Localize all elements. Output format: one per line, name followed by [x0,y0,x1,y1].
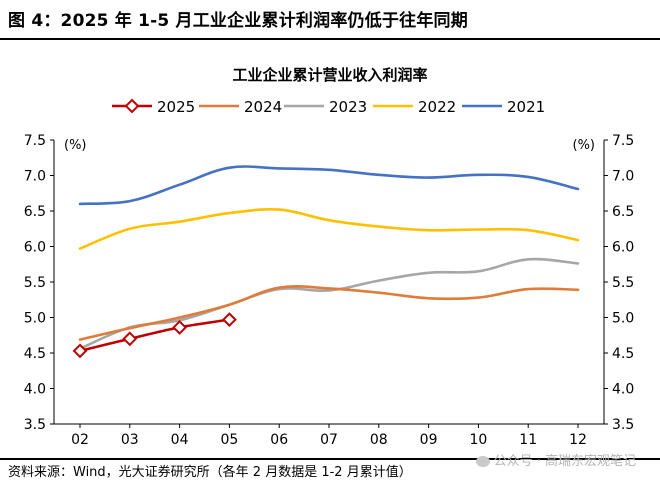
watermark-text: 公众号 · 高瑞东宏观笔记 [493,454,636,469]
figure-title: 图 4：2025 年 1-5 月工业企业累计利润率仍低于往年同期 [8,11,468,31]
x-tick-label: 06 [270,432,288,448]
chart-legend: 2025 2024 2023 2022 2021 [112,98,545,116]
source-note: 资料来源：Wind，光大证券研究所（各年 2 月数据是 1-2 月累计值） [8,465,412,480]
series-2023-line [78,257,580,350]
series-2025-point [221,312,237,328]
series-2025-line [78,318,231,353]
legend-marker-2025 [124,98,140,114]
series-2024-line [78,285,580,341]
y-tick-label-right: 7.0 [612,169,634,185]
x-tick-label: 04 [171,432,189,448]
series-2021-line [78,165,580,206]
x-tick-label: 02 [71,432,89,448]
y-tick-label-right: 6.5 [612,204,634,220]
chart-axes: 3.5 3.5 4.0 4.0 4.5 4.5 5.0 5.0 5.5 5.5 6.0 6.0 6.5 6… [24,133,635,448]
y-tick-label-left: 3.5 [24,417,46,433]
y-tick-label-left: 6.0 [24,240,46,256]
y-tick-label-left: 7.5 [24,133,46,149]
y-tick-label-right: 5.5 [612,275,634,291]
y-tick-label-right: 5.0 [612,311,634,327]
y-tick-label-left: 5.5 [24,275,46,291]
chart-title: 工业企业累计营业收入利润率 [232,66,427,84]
series-2025-point [172,320,188,335]
x-tick-label: 09 [420,432,438,448]
title-divider [0,38,660,40]
y-tick-label-right: 7.5 [612,133,634,149]
x-tick-label: 07 [320,432,338,448]
series-2025-point [72,343,88,359]
y-tick-label-left: 5.0 [24,311,46,327]
y-tick-label-right: 4.5 [612,346,634,362]
legend-label-2024: 2024 [244,98,282,116]
legend-label-2021: 2021 [507,98,545,116]
y-tick-label-right: 6.0 [612,240,634,256]
plot-area [72,165,580,359]
series-2022-line [78,207,580,250]
y-tick-label-right: 4.0 [612,382,634,398]
left-axis-unit: (%) [64,138,87,153]
legend-label-2025: 2025 [157,98,195,116]
watermark: 公众号 · 高瑞东宏观笔记 [475,450,636,469]
wechat-icon [475,456,490,467]
right-axis-unit: (%) [573,138,596,153]
y-tick-label-left: 6.5 [24,204,46,220]
x-tick-label: 11 [519,432,537,448]
y-tick-label-left: 7.0 [24,169,46,185]
x-tick-label: 12 [569,432,587,448]
x-tick-label: 03 [121,432,139,448]
x-tick-label: 08 [370,432,388,448]
legend-label-2023: 2023 [329,98,367,116]
y-tick-label-left: 4.5 [24,346,46,362]
legend-label-2022: 2022 [418,98,456,116]
x-tick-label: 10 [469,432,487,448]
y-tick-label-right: 3.5 [612,417,634,433]
source-divider [0,458,660,460]
series-2025-point [122,331,138,347]
x-tick-label: 05 [220,432,238,448]
y-tick-label-left: 4.0 [24,382,46,398]
